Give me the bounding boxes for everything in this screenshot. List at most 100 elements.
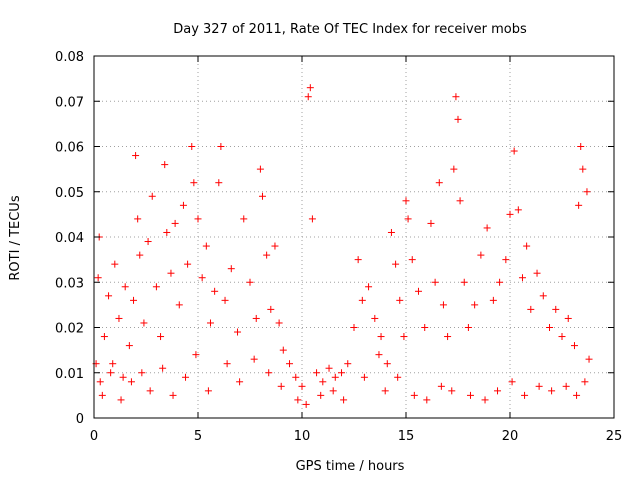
- data-point: [444, 333, 452, 341]
- data-point: [439, 301, 447, 309]
- data-point: [331, 373, 339, 381]
- y-tick-label: 0.08: [55, 50, 84, 65]
- data-point: [535, 382, 543, 390]
- data-point: [518, 274, 526, 282]
- data-point: [130, 296, 138, 304]
- y-axis-label: ROTI / TECUs: [8, 195, 23, 280]
- data-point: [202, 242, 210, 250]
- x-tick-label: 5: [194, 429, 202, 444]
- data-point: [319, 378, 327, 386]
- data-point: [109, 360, 117, 368]
- data-point: [365, 283, 373, 291]
- data-point: [107, 369, 115, 377]
- data-point: [394, 373, 402, 381]
- data-point: [105, 292, 113, 300]
- data-point: [464, 324, 472, 331]
- data-point: [132, 152, 140, 160]
- data-point: [539, 292, 547, 300]
- y-tick-label: 0.02: [55, 322, 84, 337]
- data-point: [190, 179, 198, 187]
- data-point: [344, 360, 352, 368]
- data-point: [94, 274, 102, 282]
- data-point: [510, 147, 518, 155]
- data-point: [329, 387, 337, 395]
- y-tick-label: 0.05: [55, 186, 84, 201]
- data-point: [136, 251, 144, 259]
- data-point: [188, 143, 196, 150]
- data-point: [161, 161, 169, 169]
- data-point: [148, 192, 156, 200]
- data-point: [496, 278, 504, 286]
- data-point: [175, 301, 183, 309]
- y-tick-label: 0: [76, 412, 84, 427]
- data-point: [111, 260, 119, 268]
- x-tick-label: 0: [90, 429, 98, 444]
- data-point: [338, 369, 346, 377]
- data-point: [140, 319, 148, 327]
- data-point: [240, 215, 248, 223]
- data-point: [258, 192, 266, 200]
- data-point: [471, 301, 479, 309]
- data-point: [583, 188, 591, 196]
- data-point: [279, 346, 287, 354]
- data-point: [117, 396, 125, 404]
- data-point: [450, 165, 458, 173]
- data-point: [236, 378, 244, 386]
- data-point: [340, 396, 348, 404]
- data-point: [115, 314, 123, 322]
- data-point: [460, 278, 468, 286]
- data-point: [387, 228, 395, 236]
- data-point: [579, 165, 587, 173]
- data-point: [211, 287, 219, 295]
- data-point: [198, 274, 206, 282]
- data-point: [246, 278, 254, 286]
- x-tick-label: 25: [606, 429, 623, 444]
- data-point: [489, 296, 497, 304]
- data-point: [179, 201, 187, 209]
- data-point: [400, 333, 408, 341]
- data-point: [437, 382, 445, 390]
- data-point: [294, 396, 302, 404]
- data-point: [371, 314, 379, 322]
- data-point: [275, 319, 283, 327]
- data-point: [308, 215, 316, 223]
- y-tick-label: 0.03: [55, 276, 84, 291]
- y-tick-label: 0.04: [55, 231, 84, 246]
- data-point: [508, 378, 516, 386]
- data-point: [96, 378, 104, 386]
- data-point: [171, 219, 179, 227]
- data-point: [402, 197, 410, 205]
- data-point: [483, 224, 491, 232]
- data-point: [581, 378, 589, 386]
- data-point: [360, 373, 368, 381]
- data-point: [423, 396, 431, 404]
- data-point: [304, 93, 312, 101]
- data-point: [527, 305, 535, 313]
- data-point: [494, 387, 502, 395]
- data-point: [263, 251, 271, 259]
- data-point: [481, 396, 489, 404]
- data-point: [448, 387, 456, 395]
- data-point: [562, 382, 570, 390]
- data-point: [325, 364, 333, 372]
- data-point: [271, 242, 279, 250]
- data-point: [227, 265, 235, 273]
- data-point: [477, 251, 485, 259]
- data-point: [502, 256, 510, 264]
- data-point: [456, 197, 464, 205]
- data-point: [167, 269, 175, 277]
- data-point: [152, 283, 160, 291]
- data-point: [265, 369, 273, 377]
- data-point: [306, 84, 314, 92]
- data-point: [435, 179, 443, 187]
- data-point: [558, 333, 566, 341]
- data-point: [570, 342, 578, 350]
- data-point: [194, 215, 202, 223]
- data-point: [121, 283, 129, 291]
- data-point: [585, 355, 593, 363]
- data-point: [277, 382, 285, 390]
- data-point: [159, 364, 167, 372]
- data-point: [146, 387, 154, 395]
- data-point: [267, 305, 275, 313]
- data-point: [454, 115, 462, 123]
